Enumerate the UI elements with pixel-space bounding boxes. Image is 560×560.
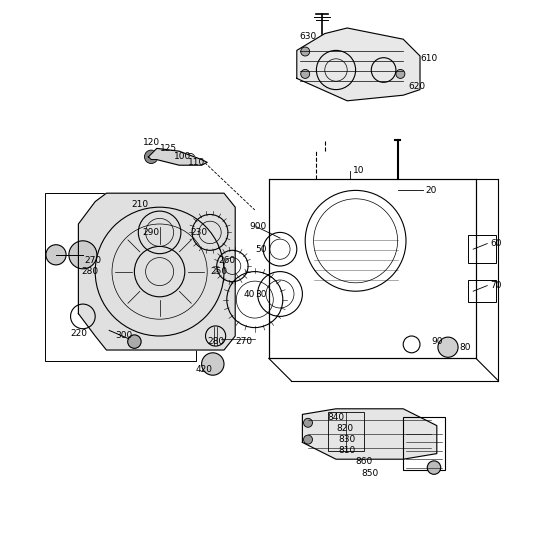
Circle shape: [396, 69, 405, 78]
Text: 90: 90: [431, 337, 443, 346]
Circle shape: [144, 150, 158, 164]
Text: 280: 280: [207, 337, 225, 346]
Circle shape: [128, 335, 141, 348]
Text: 70: 70: [490, 281, 502, 290]
Text: 250: 250: [210, 267, 227, 276]
Text: 860: 860: [356, 458, 373, 466]
Text: 125: 125: [160, 144, 177, 153]
Text: 630: 630: [300, 32, 317, 41]
Text: 260: 260: [218, 256, 236, 265]
Text: 290: 290: [143, 228, 160, 237]
Polygon shape: [78, 193, 235, 350]
Bar: [45, 193, 196, 361]
Text: 10: 10: [353, 166, 365, 175]
Text: 80: 80: [459, 343, 471, 352]
Text: 40: 40: [244, 290, 255, 298]
Text: 30: 30: [255, 290, 267, 298]
Polygon shape: [302, 409, 437, 459]
Circle shape: [202, 353, 224, 375]
Bar: [328, 412, 364, 451]
Circle shape: [301, 47, 310, 56]
Circle shape: [301, 69, 310, 78]
Text: 230: 230: [190, 228, 208, 237]
Text: 280: 280: [81, 267, 99, 276]
Text: 820: 820: [336, 424, 353, 433]
Text: 110: 110: [188, 158, 205, 167]
Text: 60: 60: [490, 239, 502, 248]
Text: 50: 50: [255, 245, 267, 254]
Text: 610: 610: [420, 54, 437, 63]
Text: 840: 840: [328, 413, 345, 422]
Circle shape: [69, 241, 97, 269]
Text: 850: 850: [361, 469, 379, 478]
Text: 210: 210: [132, 200, 149, 209]
Text: 420: 420: [196, 365, 213, 374]
Text: 830: 830: [339, 435, 356, 444]
Circle shape: [304, 418, 312, 427]
Text: 810: 810: [339, 446, 356, 455]
Circle shape: [162, 150, 174, 161]
Text: 270: 270: [235, 337, 253, 346]
Text: 900: 900: [249, 222, 267, 231]
Text: 300: 300: [115, 332, 132, 340]
Text: 220: 220: [70, 329, 87, 338]
Polygon shape: [148, 148, 207, 165]
Circle shape: [427, 461, 441, 474]
Bar: [468, 235, 496, 263]
Text: 620: 620: [409, 82, 426, 91]
Bar: [403, 417, 445, 470]
Circle shape: [46, 245, 66, 265]
Circle shape: [438, 337, 458, 357]
Bar: [269, 179, 476, 358]
Text: 120: 120: [143, 138, 160, 147]
Text: 100: 100: [174, 152, 191, 161]
Text: 20: 20: [426, 186, 437, 195]
Text: 270: 270: [84, 256, 101, 265]
Polygon shape: [297, 28, 420, 101]
Bar: [468, 280, 496, 302]
Circle shape: [304, 435, 312, 444]
